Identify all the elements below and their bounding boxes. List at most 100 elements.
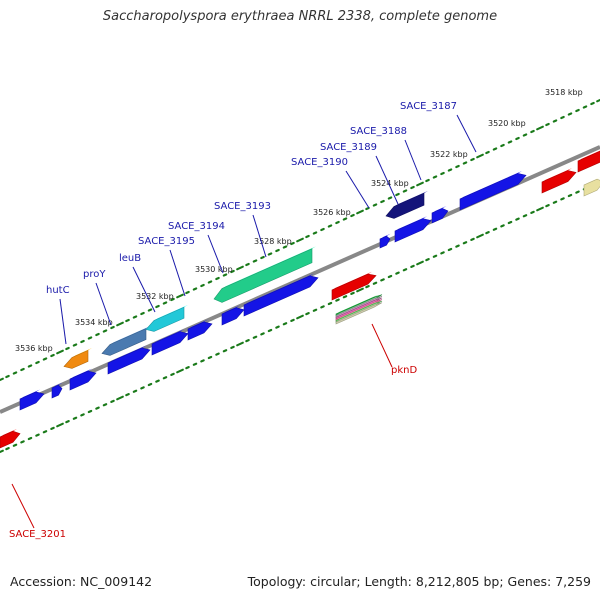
minor-tick	[200, 283, 205, 288]
gene-block	[187, 319, 213, 341]
minor-tick	[5, 447, 10, 451]
leader-line	[375, 155, 399, 205]
major-tick	[356, 287, 364, 293]
minor-tick	[485, 231, 490, 235]
gene-block-SACE_3189	[431, 206, 449, 224]
minor-tick	[387, 196, 393, 200]
leader-line	[59, 298, 67, 345]
minor-tick	[372, 281, 378, 285]
minor-tick	[170, 297, 175, 302]
minor-tick	[132, 389, 138, 393]
gene-block-leuB	[107, 345, 151, 375]
minor-tick	[20, 440, 25, 444]
minor-tick	[507, 220, 513, 225]
minor-tick	[440, 171, 445, 176]
scale-label: 3526 kbp	[313, 208, 351, 217]
minor-tick	[567, 193, 573, 198]
minor-tick	[432, 175, 438, 179]
minor-tick	[27, 364, 33, 368]
minor-tick	[567, 112, 573, 116]
minor-tick	[110, 325, 115, 330]
minor-tick	[500, 224, 505, 228]
major-tick	[296, 237, 304, 243]
minor-tick	[365, 285, 370, 289]
minor-tick	[155, 379, 160, 383]
minor-tick	[207, 280, 213, 284]
minor-tick	[5, 374, 10, 379]
minor-tick	[545, 122, 550, 127]
scale-label: 3536 kbp	[15, 344, 53, 353]
minor-tick	[305, 312, 310, 316]
minor-tick	[455, 244, 460, 248]
gene-block-SACE_3190	[394, 216, 432, 243]
leader-line	[207, 234, 224, 274]
minor-tick	[282, 245, 288, 249]
minor-tick	[590, 101, 595, 106]
gene-block-SACE_3194	[221, 305, 245, 326]
map-title: Saccharopolyspora erythraea NRRL 2338, c…	[102, 9, 498, 24]
minor-tick	[50, 353, 55, 358]
gene-label-text: SACE_3190	[291, 157, 348, 168]
minor-tick	[95, 406, 100, 410]
gene-block-hutC	[63, 348, 92, 369]
gene-label-SACE_3187: SACE_3187	[400, 101, 477, 153]
scale-label: 3532 kbp	[136, 292, 174, 301]
major-tick	[356, 209, 364, 215]
minor-tick	[260, 332, 265, 336]
scale-label: 3534 kbp	[75, 318, 113, 327]
minor-tick	[575, 108, 580, 113]
minor-tick	[515, 136, 520, 141]
minor-tick	[395, 271, 400, 275]
minor-tick	[230, 269, 235, 274]
gene-label-text: pknD	[391, 365, 417, 376]
leader-line	[345, 170, 370, 209]
minor-tick	[350, 291, 355, 295]
minor-tick	[230, 345, 235, 349]
minor-tick	[12, 443, 18, 447]
minor-tick	[207, 355, 213, 360]
minor-tick	[140, 311, 145, 316]
minor-tick	[425, 178, 430, 183]
major-tick	[176, 368, 184, 374]
minor-tick	[215, 352, 220, 356]
minor-tick	[500, 143, 505, 148]
minor-tick	[335, 220, 340, 225]
accession-text: Accession: NC_009142	[10, 574, 153, 589]
minor-tick	[552, 119, 558, 123]
major-tick	[236, 265, 244, 271]
major-tick	[416, 260, 424, 266]
minor-tick	[485, 150, 490, 155]
minor-tick	[222, 273, 228, 277]
leader-line	[95, 282, 112, 326]
minor-tick	[275, 325, 280, 329]
minor-tick	[545, 204, 550, 208]
minor-tick	[12, 371, 18, 375]
scale-label: 3528 kbp	[254, 237, 292, 246]
gene-block-pknD	[331, 271, 377, 301]
minor-tick	[110, 399, 115, 403]
minor-tick	[102, 329, 108, 333]
minor-tick	[290, 241, 295, 246]
minor-tick	[327, 224, 333, 228]
minor-tick	[522, 133, 528, 137]
minor-tick	[245, 339, 250, 343]
minor-tick	[425, 258, 430, 262]
minor-tick	[365, 206, 370, 211]
minor-tick	[260, 255, 265, 260]
scale-ticks: 3518 kbp 3520 kbp 3522 kbp 3524 kbp 3526 kbp…	[0, 88, 600, 454]
minor-tick	[50, 426, 55, 430]
minor-tick	[147, 308, 153, 312]
minor-tick	[147, 382, 153, 387]
leader-line	[169, 249, 186, 297]
upper-scale-track	[0, 98, 600, 382]
minor-tick	[27, 436, 33, 441]
major-tick	[416, 181, 424, 187]
minor-tick	[132, 315, 138, 319]
minor-tick	[582, 105, 588, 109]
minor-tick	[162, 376, 168, 380]
gene-block	[583, 177, 600, 197]
minor-tick	[402, 268, 408, 272]
minor-tick	[140, 386, 145, 390]
minor-tick	[42, 430, 48, 434]
